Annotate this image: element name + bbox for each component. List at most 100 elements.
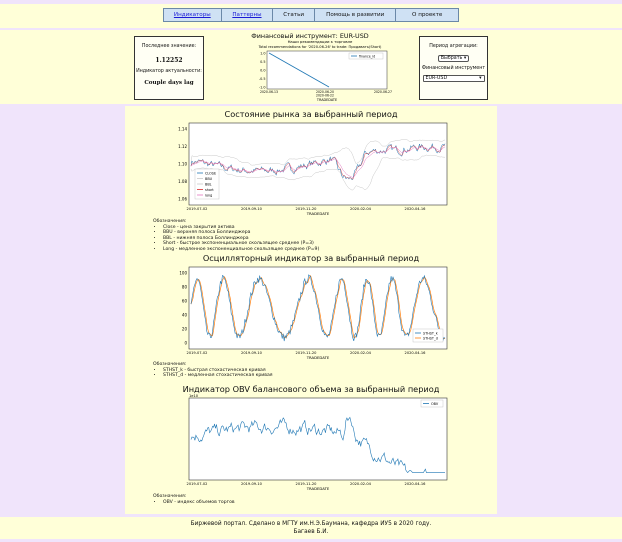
legend-label: short [205, 188, 214, 192]
aggregation-box: Период агрегации: Выбрать ▾ Финансовый и… [419, 36, 488, 100]
long-ema-line [190, 146, 446, 178]
y-tick-label: 40 [182, 313, 188, 318]
y-tick-label: 1.06 [178, 197, 187, 202]
market-desc-item: Short - быстрое экспоненциальное скользя… [163, 241, 319, 247]
x-tick-label: 2020-06-22 [316, 94, 334, 98]
top-navigation: Индикаторы Паттерны Статьи Помощь в разв… [163, 8, 459, 22]
y-tick-label: 100 [179, 271, 187, 276]
chevron-down-icon: ▾ [463, 56, 467, 61]
x-tick-label: 2020-04-16 [405, 207, 427, 211]
nav-articles[interactable]: Статьи [273, 9, 315, 21]
y-tick-label: 1.14 [178, 127, 187, 132]
legend-label: CLOSE [205, 171, 216, 175]
obv-line [190, 416, 445, 474]
x-tick-label: 2020-02-04 [350, 207, 372, 211]
market-desc-item: Close - цена закрытия актива [163, 225, 319, 231]
y-tick-label: 0 [184, 341, 187, 346]
oscillator-desc-title: Обозначения: [153, 362, 187, 367]
footer: Биржевой портал. Сделано в МГТУ им.Н.Э.Б… [0, 517, 622, 539]
market-desc: Обозначения: Close - цена закрытия актив… [153, 219, 319, 253]
main-panel: Состояние рынка за выбранный период 1.14… [125, 106, 497, 514]
oscillator-desc-item: STHST_k - быстрая стохастическая кривая [163, 368, 273, 374]
period-select[interactable]: Выбрать ▾ [437, 55, 470, 62]
nav-help[interactable]: Помощь в развитии [315, 9, 397, 21]
market-desc-item: BBU - верхняя полоса Боллинджера [163, 230, 319, 236]
legend-label: long [205, 193, 212, 197]
close-line [190, 143, 446, 180]
sthst-k-line [190, 274, 446, 342]
chevron-down-icon: ▾ [479, 76, 482, 81]
y-tick-label: 1.12 [178, 144, 187, 149]
x-tick-label: 2019-07-02 [187, 482, 208, 486]
obv-legend-box [420, 399, 444, 408]
x-tick-label: 2019-07-02 [187, 207, 208, 211]
y-tick-label: 1.0 [260, 51, 265, 55]
legend-label: STHST_k [423, 331, 438, 335]
market-chart: 1.14 1.12 1.10 1.08 1.06 2019-07-02 2019-09-10… [178, 122, 448, 216]
oscillator-chart: 100 80 60 40 20 0 2019-07-02 2019-09-10 2019-11-… [179, 266, 448, 360]
reco-line [268, 52, 330, 88]
x-tick-label: 2020-04-16 [405, 351, 427, 355]
last-value-label: Последнее значение: [141, 44, 197, 49]
x-tick-label: 2019-11-20 [296, 482, 318, 486]
nav-about[interactable]: О проекте [412, 12, 443, 18]
oscillator-legend-box [412, 328, 444, 343]
indicator-label: Индикатор актуальности: [136, 69, 202, 74]
short-ema-line [190, 144, 446, 180]
y-tick-label: 1.08 [178, 179, 187, 184]
y-tick-label: 0.0 [260, 68, 265, 72]
x-tick-label: 2020-02-04 [350, 351, 372, 355]
y-tick-label: -1.0 [259, 85, 266, 89]
legend-label: OBV [431, 402, 439, 406]
x-tick-label: 2020-06-13 [260, 90, 278, 94]
x-axis-label: TRADEDATE [316, 98, 337, 102]
scale-label: 1e10 [189, 394, 199, 398]
reco-legend-box [348, 52, 384, 60]
x-tick-label: 2020-02-04 [350, 482, 372, 486]
market-desc-item: BBL - нижняя полоса Боллинджера [163, 236, 319, 242]
market-desc-item: Long - медленное экспоненциальное скольз… [163, 247, 319, 253]
legend-label: BBU [205, 177, 213, 181]
nav-patterns[interactable]: Паттерны [222, 9, 274, 21]
x-tick-label: 2019-09-10 [241, 482, 263, 486]
x-tick-label: 2019-09-10 [241, 207, 263, 211]
legend-label: finance_id [359, 54, 375, 58]
x-axis-label: TRADEDATE [306, 211, 330, 216]
x-axis-label: TRADEDATE [306, 355, 330, 360]
oscillator-desc: Обозначения: STHST_k - быстрая стохастич… [153, 362, 273, 379]
x-tick-label: 2020-06-27 [374, 90, 392, 94]
obv-desc-title: Обозначения: [153, 494, 187, 499]
bbu-line [190, 139, 446, 166]
sthst-d-line [190, 274, 445, 340]
instrument-select[interactable]: EUR-USD ▾ [422, 75, 485, 82]
market-title: Состояние рынка за выбранный период [224, 109, 398, 119]
market-desc-title: Обозначения: [153, 219, 187, 224]
period-label: Период агрегации: [429, 44, 478, 49]
y-tick-label: 0.5 [260, 60, 265, 64]
x-tick-label: 2020-04-16 [405, 482, 427, 486]
lag-status: Couple days lag [144, 80, 194, 86]
last-value: 1.12252 [155, 57, 183, 64]
x-tick-label: 2019-11-20 [296, 207, 318, 211]
y-tick-label: -0.5 [259, 77, 266, 81]
x-tick-label: 2020-06-20 [316, 90, 334, 94]
legend-label: STHST_d [423, 336, 438, 340]
bbl-line [190, 154, 446, 191]
legend-label: BBL [205, 182, 212, 186]
y-tick-label: 20 [182, 327, 188, 332]
x-tick-label: 2019-09-10 [241, 351, 263, 355]
obv-chart: 2019-07-02 2019-09-10 2019-11-20 2020-02-04… [187, 394, 448, 491]
nav-indicators[interactable]: Индикаторы [164, 9, 222, 21]
x-axis-label: TRADEDATE [306, 486, 330, 491]
reco-title: Наши рекомендации к торговле [288, 39, 353, 44]
y-tick-label: 80 [182, 285, 188, 290]
footer-line2: Багаев Б.И. [293, 529, 329, 535]
last-value-box: Последнее значение: 1.12252 Индикатор ак… [134, 36, 204, 100]
oscillator-title: Осцилляторный индикатор за выбранный пер… [202, 253, 420, 263]
oscillator-desc-item: STHST_d - медленная стохастическая крива… [163, 373, 273, 379]
reco-subtitle: Total recommendations for '2020-06-26' t… [258, 45, 382, 49]
y-tick-label: 60 [182, 299, 188, 304]
x-tick-label: 2019-11-20 [296, 351, 318, 355]
instrument-title: Финансовый инструмент: EUR-USD [251, 32, 369, 40]
